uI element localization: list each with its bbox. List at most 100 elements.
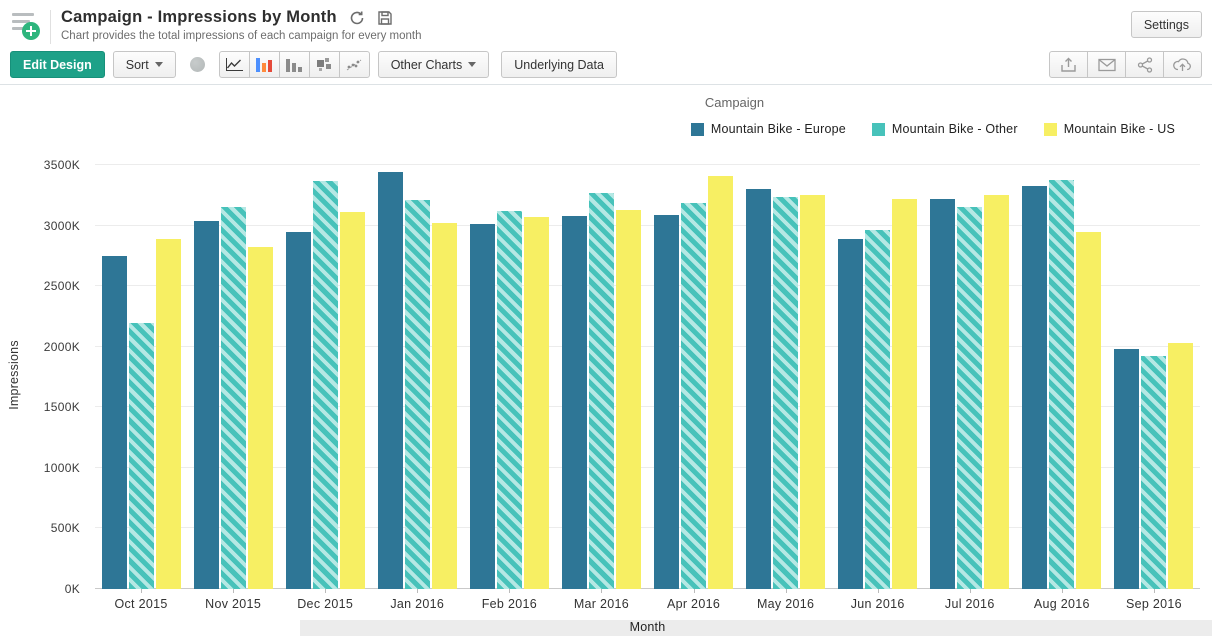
scatter-chart-icon <box>345 57 363 72</box>
bar-mountain-bike-us[interactable] <box>615 209 641 589</box>
bar-mountain-bike-europe[interactable] <box>469 224 495 589</box>
bar-mountain-bike-us[interactable] <box>984 195 1010 589</box>
x-axis-tick-label: May 2016 <box>740 589 832 615</box>
bubble-chart-button[interactable] <box>308 51 340 78</box>
edit-design-button[interactable]: Edit Design <box>10 51 105 78</box>
bar-mountain-bike-us[interactable] <box>1168 343 1194 589</box>
bar-mountain-bike-us[interactable] <box>800 195 826 589</box>
export-button[interactable] <box>1049 51 1088 78</box>
toolbar: Edit Design Sort <box>0 48 1212 85</box>
bar-group <box>187 165 279 589</box>
bottom-scroll-track[interactable] <box>300 620 1212 636</box>
refresh-button[interactable] <box>349 10 365 26</box>
x-axis-tick-label: Oct 2015 <box>95 589 187 615</box>
bar-mountain-bike-us[interactable] <box>339 212 365 589</box>
bar-mountain-bike-us[interactable] <box>892 198 918 589</box>
bar-mountain-bike-europe[interactable] <box>1022 185 1048 589</box>
share-button[interactable] <box>1125 51 1164 78</box>
bar-group <box>647 165 739 589</box>
bar-mountain-bike-us[interactable] <box>708 175 733 589</box>
y-axis-tick-label: 3000K <box>43 218 80 233</box>
bar-mountain-bike-europe[interactable] <box>561 215 587 589</box>
scatter-chart-button[interactable] <box>338 51 370 78</box>
publish-button[interactable] <box>1163 51 1202 78</box>
bar-mountain-bike-us[interactable] <box>431 223 457 589</box>
report-list-icon[interactable] <box>10 10 40 40</box>
bar-chart-colored-icon <box>256 57 273 72</box>
list-line <box>12 13 34 16</box>
settings-button[interactable]: Settings <box>1130 11 1202 38</box>
page-subtitle: Chart provides the total impressions of … <box>61 30 422 42</box>
bar-mountain-bike-europe[interactable] <box>193 220 219 589</box>
bar-group <box>371 165 463 589</box>
sort-button[interactable]: Sort <box>112 51 176 78</box>
bar-mountain-bike-europe[interactable] <box>285 231 311 589</box>
bar-chart-gray-button[interactable] <box>278 51 310 78</box>
bar-mountain-bike-europe[interactable] <box>377 172 403 589</box>
bar-mountain-bike-other[interactable] <box>312 180 338 589</box>
bar-mountain-bike-europe[interactable] <box>654 214 679 589</box>
bar-mountain-bike-other[interactable] <box>128 322 154 589</box>
share-group <box>1049 51 1202 78</box>
bar-mountain-bike-other[interactable] <box>220 207 246 589</box>
list-line <box>12 20 30 23</box>
bar-mountain-bike-other[interactable] <box>681 202 706 589</box>
bar-mountain-bike-europe[interactable] <box>1114 349 1140 589</box>
header-divider <box>50 10 51 44</box>
gridline <box>95 345 1200 347</box>
bar-mountain-bike-europe[interactable] <box>746 189 772 589</box>
bar-mountain-bike-other[interactable] <box>1141 356 1167 589</box>
legend-item[interactable]: Mountain Bike - US <box>1043 122 1175 136</box>
bar-mountain-bike-other[interactable] <box>865 230 891 589</box>
legend-item[interactable]: Mountain Bike - Other <box>871 122 1018 136</box>
bar-mountain-bike-europe[interactable] <box>101 255 127 589</box>
legend-item[interactable]: Mountain Bike - Europe <box>690 122 846 136</box>
bar-mountain-bike-other[interactable] <box>773 196 799 589</box>
y-axis-tick-label: 500K <box>50 521 80 536</box>
other-charts-button[interactable]: Other Charts <box>377 51 490 78</box>
gridline <box>95 285 1200 287</box>
gridline <box>95 406 1200 408</box>
bar-chart-gray-icon <box>286 58 303 72</box>
x-axis-tick-label: Aug 2016 <box>1016 589 1108 615</box>
bar-mountain-bike-us[interactable] <box>247 247 273 589</box>
bar-mountain-bike-us[interactable] <box>155 238 181 589</box>
y-axis-tick-label: 2500K <box>43 279 80 294</box>
bar-mountain-bike-europe[interactable] <box>930 198 956 589</box>
gridline <box>95 224 1200 226</box>
line-chart-button[interactable] <box>218 51 250 78</box>
cloud-upload-icon <box>1173 57 1192 72</box>
caret-down-icon <box>154 62 163 67</box>
line-chart-icon <box>225 57 244 72</box>
bar-group <box>832 165 924 589</box>
save-button[interactable] <box>377 10 393 26</box>
header: Campaign - Impressions by Month <box>0 0 1212 48</box>
underlying-data-button[interactable]: Underlying Data <box>501 51 617 78</box>
email-button[interactable] <box>1087 51 1126 78</box>
bar-group <box>463 165 555 589</box>
x-axis-tick-label: Jun 2016 <box>832 589 924 615</box>
y-axis-tick-label: 2000K <box>43 339 80 354</box>
legend-swatch <box>690 122 704 136</box>
bar-mountain-bike-europe[interactable] <box>838 238 864 589</box>
pie-chart-button[interactable] <box>189 57 205 72</box>
gridline <box>95 527 1200 529</box>
bar-mountain-bike-other[interactable] <box>1049 179 1075 589</box>
legend-swatch <box>871 122 885 136</box>
legend-label: Mountain Bike - Europe <box>710 122 846 136</box>
sort-label: Sort <box>125 57 149 72</box>
page-title: Campaign - Impressions by Month <box>61 8 337 26</box>
bar-mountain-bike-other[interactable] <box>404 200 430 589</box>
bar-mountain-bike-other[interactable] <box>957 207 983 589</box>
bar-mountain-bike-other[interactable] <box>496 211 522 589</box>
bar-mountain-bike-us[interactable] <box>1076 231 1102 589</box>
bar-mountain-bike-other[interactable] <box>588 192 614 589</box>
legend-label: Mountain Bike - Other <box>891 122 1018 136</box>
gridline <box>95 164 1200 165</box>
bar-chart-colored-button[interactable] <box>248 51 280 78</box>
x-axis-tick-label: Nov 2015 <box>187 589 279 615</box>
bar-mountain-bike-us[interactable] <box>523 217 549 589</box>
y-axis-tick-label: 1500K <box>43 400 80 415</box>
list-line <box>12 27 26 30</box>
